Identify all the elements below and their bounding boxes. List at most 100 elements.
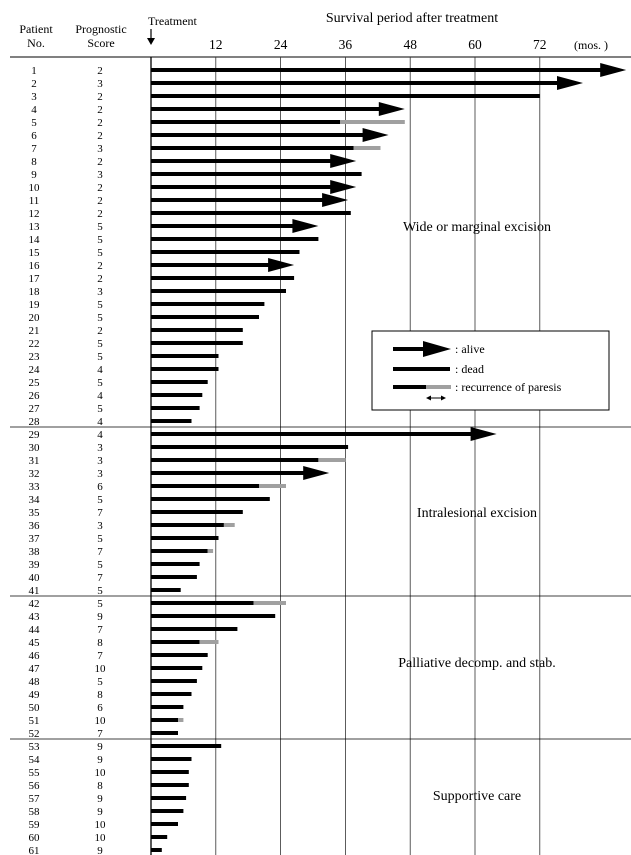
arrowhead-alive-8	[330, 154, 357, 168]
patient-no-28: 28	[29, 416, 41, 428]
patient-no-39: 39	[29, 559, 41, 571]
bar-dead-50	[151, 705, 184, 709]
bar-dead-15	[151, 250, 300, 254]
prognostic-score-39: 5	[97, 559, 103, 571]
prognostic-score-19: 5	[97, 299, 103, 311]
bar-dead-55	[151, 770, 189, 774]
bar-alive-1	[151, 68, 603, 72]
bar-alive-10	[151, 185, 333, 189]
patient-no-26: 26	[29, 390, 41, 402]
survival-bars	[151, 63, 627, 852]
prognostic-score-1: 2	[97, 65, 103, 77]
prognostic-score-51: 10	[95, 715, 107, 727]
prognostic-score-46: 7	[97, 650, 103, 662]
patient-no-2: 2	[31, 78, 37, 90]
prognostic-score-23: 5	[97, 351, 103, 363]
bar-dead-35	[151, 510, 243, 514]
prognostic-score-41: 5	[97, 585, 103, 597]
prognostic-score-35: 7	[97, 507, 103, 519]
bar-dead-37	[151, 536, 219, 540]
prognostic-score-10: 2	[97, 182, 103, 194]
x-tick-label-36: 36	[339, 37, 353, 52]
arrowhead-alive-13	[292, 219, 319, 233]
patient-no-34: 34	[29, 494, 41, 506]
bar-dead-19	[151, 302, 265, 306]
bar-dead-34	[151, 497, 270, 501]
patient-no-21: 21	[29, 325, 40, 337]
x-tick-label-24: 24	[274, 37, 288, 52]
patient-no-41: 41	[29, 585, 40, 597]
patient-no-38: 38	[29, 546, 41, 558]
patient-no-29: 29	[29, 429, 41, 441]
bar-dead-30	[151, 445, 349, 449]
prognostic-score-42: 5	[97, 598, 103, 610]
bar-dead-60	[151, 835, 168, 839]
legend-alive-symbol	[393, 341, 451, 357]
score-col-header-line2: Score	[87, 36, 114, 50]
prognostic-score-11: 2	[97, 195, 103, 207]
bar-alive-6	[151, 133, 365, 137]
bar-recurrence-5	[340, 120, 405, 124]
prognostic-score-57: 9	[97, 793, 103, 805]
bar-dead-26	[151, 393, 203, 397]
patient-no-23: 23	[29, 351, 41, 363]
bar-dead-51	[151, 718, 178, 722]
group-label-4: Supportive care	[433, 789, 521, 804]
bar-dead-9	[151, 172, 362, 176]
prognostic-score-56: 8	[97, 780, 103, 792]
patient-no-15: 15	[29, 247, 41, 259]
patient-no-14: 14	[29, 234, 41, 246]
bar-recurrence-38	[207, 549, 214, 553]
bar-alive-29	[151, 432, 473, 436]
bar-dead-53	[151, 744, 222, 748]
prognostic-score-45: 8	[97, 637, 103, 649]
group-separators	[10, 426, 631, 740]
bar-alive-16	[151, 263, 271, 267]
patient-no-53: 53	[29, 741, 41, 753]
prognostic-score-26: 4	[97, 390, 103, 402]
patient-no-32: 32	[29, 468, 40, 480]
prognostic-score-55: 10	[95, 767, 107, 779]
bar-recurrence-36	[223, 523, 235, 527]
prognostic-score-2: 3	[97, 78, 103, 90]
bar-dead-17	[151, 276, 295, 280]
arrowhead-alive-11	[322, 193, 349, 207]
arrowhead-alive-1	[600, 63, 627, 77]
bar-dead-57	[151, 796, 187, 800]
patient-no-49: 49	[29, 689, 41, 701]
legend-alive-label: : alive	[455, 342, 485, 356]
patient-no-25: 25	[29, 377, 41, 389]
prognostic-score-6: 2	[97, 130, 103, 142]
bar-dead-7	[151, 146, 354, 150]
prognostic-score-49: 8	[97, 689, 103, 701]
prognostic-score-54: 9	[97, 754, 103, 766]
gridlines	[215, 57, 541, 855]
prognostic-score-61: 9	[97, 845, 103, 855]
bar-alive-4	[151, 107, 381, 111]
patient-col-header-line2: No.	[27, 36, 45, 50]
patient-no-18: 18	[29, 286, 41, 298]
prognostic-score-48: 5	[97, 676, 103, 688]
prognostic-score-8: 2	[97, 156, 103, 168]
patient-no-56: 56	[29, 780, 41, 792]
patient-no-42: 42	[29, 598, 40, 610]
patient-no-20: 20	[29, 312, 41, 324]
prognostic-score-36: 3	[97, 520, 103, 532]
legend-dead-symbol	[393, 367, 450, 371]
legend-recurrence-symbol	[393, 385, 451, 401]
bar-dead-49	[151, 692, 192, 696]
patient-no-48: 48	[29, 676, 41, 688]
treatment-label: Treatment	[148, 14, 198, 28]
bar-dead-22	[151, 341, 243, 345]
prognostic-score-25: 5	[97, 377, 103, 389]
prognostic-score-14: 5	[97, 234, 103, 246]
patient-no-47: 47	[29, 663, 41, 675]
chart-title: Survival period after treatment	[326, 11, 498, 26]
bar-dead-43	[151, 614, 276, 618]
patient-no-24: 24	[29, 364, 41, 376]
bar-dead-27	[151, 406, 200, 410]
group-label-1: Wide or marginal excision	[403, 220, 551, 235]
patient-no-50: 50	[29, 702, 41, 714]
patient-no-30: 30	[29, 442, 41, 454]
